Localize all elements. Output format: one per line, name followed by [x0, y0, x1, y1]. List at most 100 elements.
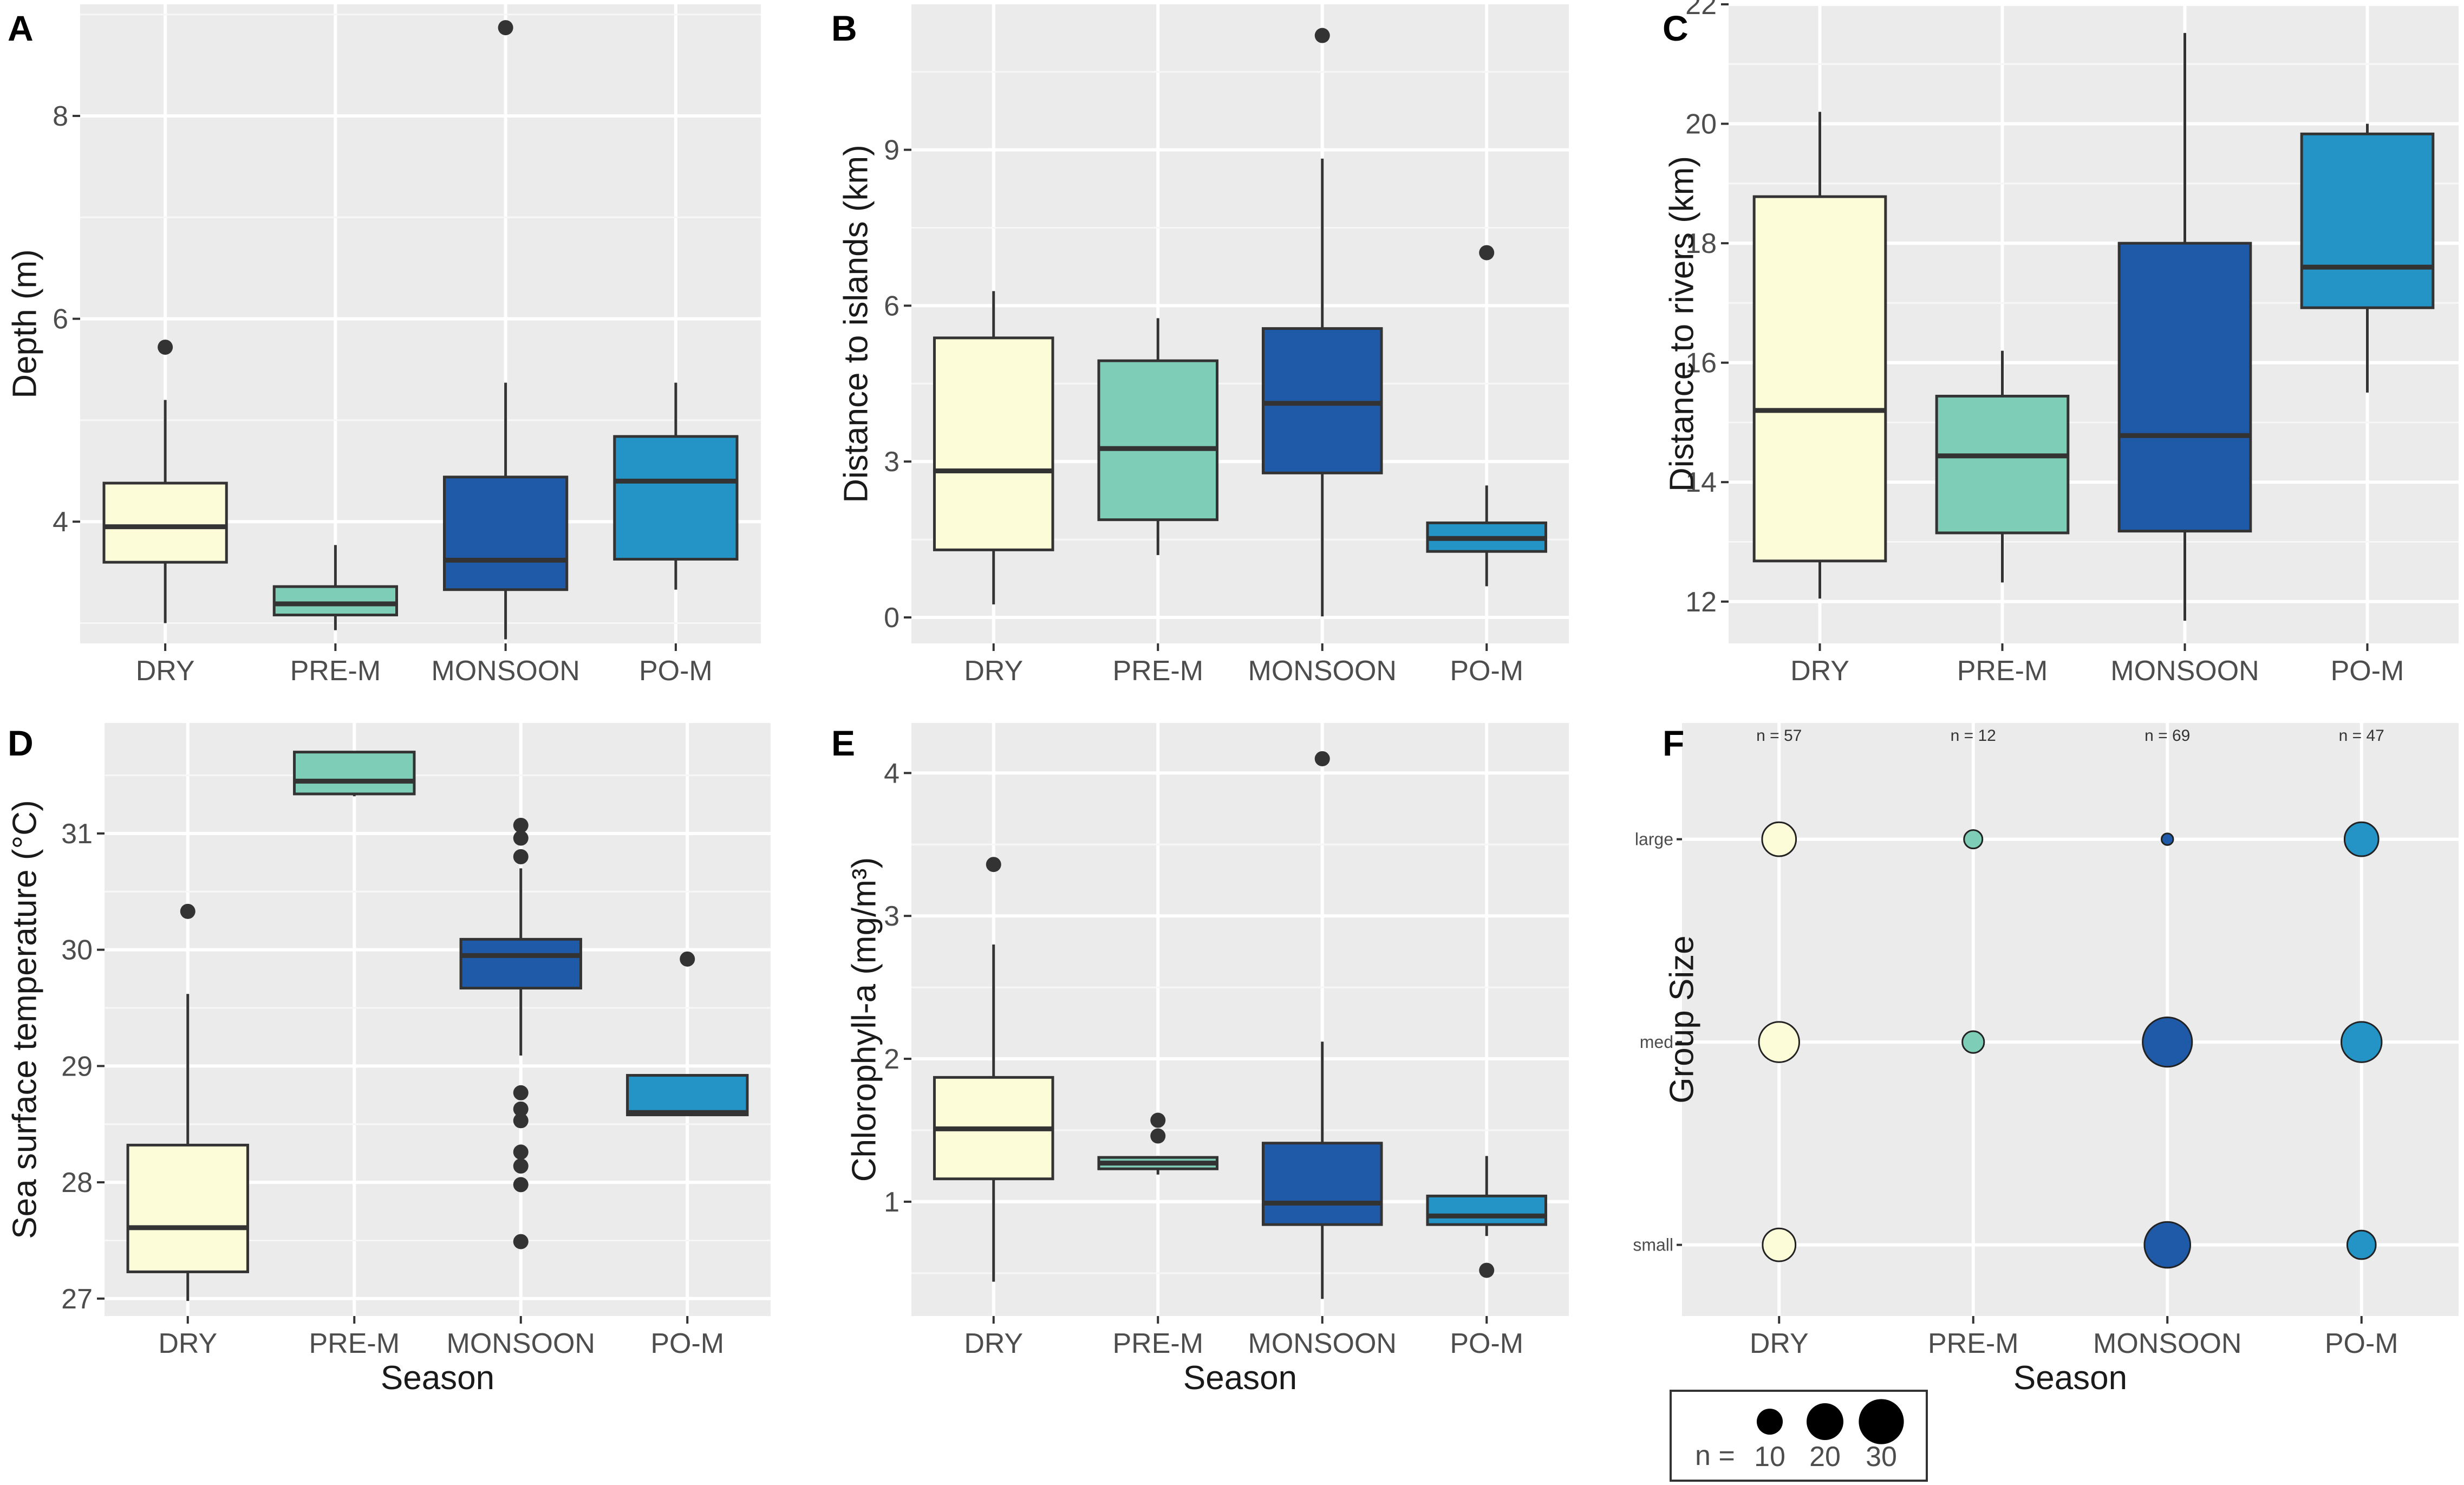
box-pre-m	[1935, 394, 2070, 535]
y-tick-label: 12	[1685, 587, 1717, 618]
y-tick-label: 22	[1685, 0, 1717, 21]
y-tick-label: 16	[1685, 348, 1717, 379]
box-pre-m	[272, 585, 399, 617]
group-size-point	[2346, 1229, 2377, 1260]
box-po-m	[626, 1074, 749, 1117]
count-label: n = 47	[2339, 727, 2384, 745]
x-tick-label: PRE-M	[1928, 1328, 2019, 1359]
y-tick-label: 14	[1685, 467, 1717, 498]
y-tick-label: 30	[61, 935, 93, 966]
group-size-point	[2142, 1017, 2193, 1068]
outlier-point	[513, 1144, 529, 1160]
panel-d: D DRY PRE-M MONSOON PO-M 27 28 29 30 31 Sea surfac…	[6, 723, 771, 1397]
outlier-point	[1150, 1128, 1166, 1144]
x-tick-label: PRE-M	[1112, 1328, 1203, 1359]
outlier-point	[180, 903, 195, 919]
box-dry	[933, 336, 1054, 551]
x-tick-label: PRE-M	[1957, 655, 2048, 687]
plot-background	[911, 723, 1569, 1316]
y-tick-label: 4	[53, 506, 68, 538]
box-dry	[1752, 195, 1887, 563]
x-tick-label: MONSOON	[1248, 655, 1397, 687]
y-tick-label: 18	[1685, 228, 1717, 259]
panel-letter: A	[8, 8, 34, 48]
box-pre-m	[1097, 359, 1219, 522]
outlier-point	[513, 1113, 529, 1129]
y-tick-label: 31	[61, 818, 93, 850]
y-axis-title: Distance to rivers (km)	[1663, 156, 1700, 492]
outlier-point	[1314, 751, 1330, 766]
y-axis-title: Distance to islands (km)	[837, 145, 875, 503]
panel-e: E DRY PRE-M MONSOON PO-M 1 2 3 4 Chlorophyll-a (m…	[831, 723, 1569, 1397]
legend-title: n =	[1695, 1440, 1735, 1471]
panel-f: F DRY PRE-M MONSOON PO-M small med large n = 57 n…	[1633, 723, 2459, 1397]
x-tick-label: PO-M	[650, 1328, 724, 1359]
group-size-point	[2143, 1221, 2192, 1269]
x-tick-label: DRY	[1750, 1328, 1809, 1359]
legend-size-dot	[1859, 1399, 1904, 1444]
y-tick-label: 9	[884, 135, 899, 166]
legend-size-label: 20	[1809, 1441, 1841, 1473]
outlier-point	[158, 340, 173, 355]
group-size-point	[2161, 832, 2174, 846]
group-size-point	[2343, 821, 2380, 857]
y-tick-label: 20	[1685, 109, 1717, 140]
y-axis-title: Depth (m)	[6, 249, 43, 399]
outlier-point	[513, 1234, 529, 1249]
y-tick-label: med	[1640, 1032, 1673, 1052]
group-size-point	[1761, 821, 1797, 857]
x-axis-title: Season	[2013, 1359, 2127, 1397]
panel-letter: D	[8, 723, 34, 763]
group-size-point	[2341, 1021, 2383, 1063]
count-label: n = 12	[1951, 727, 1996, 745]
outlier-point	[1479, 245, 1495, 260]
y-tick-label: 8	[53, 101, 68, 132]
x-tick-label: PO-M	[2325, 1328, 2398, 1359]
panel-letter: F	[1663, 723, 1684, 763]
x-tick-label: PO-M	[2331, 655, 2404, 687]
box-monsoon	[442, 476, 569, 591]
y-tick-label: 3	[884, 446, 899, 478]
outlier-point	[513, 830, 529, 846]
y-axis-title: Group Size	[1663, 935, 1700, 1103]
outlier-point	[513, 849, 529, 864]
x-tick-label: PO-M	[1450, 1328, 1523, 1359]
group-size-point	[1963, 829, 1984, 850]
panel-c: C DRY PRE-M MONSOON PO-M 12 14 16 18 20 22 Distance…	[1663, 0, 2459, 687]
x-tick-label: PO-M	[639, 655, 713, 687]
y-tick-label: 0	[884, 602, 899, 634]
box-monsoon	[1261, 327, 1383, 474]
x-tick-label: DRY	[1790, 655, 1849, 687]
y-tick-label: large	[1635, 830, 1673, 849]
panel-a: A DRY PRE-M MONSOON PO-M 4 6 8 Depth (m)	[6, 4, 761, 687]
x-tick-label: MONSOON	[2093, 1328, 2241, 1359]
legend-size-label: 10	[1754, 1441, 1785, 1473]
outlier-point	[513, 1085, 529, 1100]
box-dry	[102, 481, 228, 564]
y-tick-label: 6	[884, 290, 899, 322]
x-axis-title: Season	[381, 1359, 494, 1397]
size-legend: n = 10 20 30	[1670, 1390, 1928, 1482]
x-tick-label: DRY	[158, 1328, 217, 1359]
group-size-point	[1762, 1227, 1797, 1262]
x-tick-label: PO-M	[1450, 655, 1523, 687]
panel-letter: C	[1663, 8, 1689, 48]
x-axis-title: Season	[1183, 1359, 1297, 1397]
x-tick-label: PRE-M	[1112, 655, 1203, 687]
y-tick-label: 4	[884, 758, 899, 789]
y-tick-label: 2	[884, 1044, 899, 1075]
box-po-m	[2300, 132, 2435, 309]
x-tick-label: PRE-M	[290, 655, 381, 687]
x-tick-label: MONSOON	[447, 1328, 595, 1359]
x-tick-label: PRE-M	[309, 1328, 400, 1359]
y-tick-label: 6	[53, 304, 68, 335]
y-tick-label: 28	[61, 1167, 93, 1199]
group-size-point	[1758, 1021, 1800, 1063]
outlier-point	[1314, 28, 1330, 43]
panel-b: B DRY PRE-M MONSOON PO-M 0 3 6 9 Distance to isla…	[831, 4, 1569, 687]
count-label: n = 69	[2144, 727, 2190, 745]
box-pre-m	[293, 751, 416, 796]
x-tick-label: MONSOON	[1248, 1328, 1397, 1359]
outlier-point	[513, 1101, 529, 1117]
